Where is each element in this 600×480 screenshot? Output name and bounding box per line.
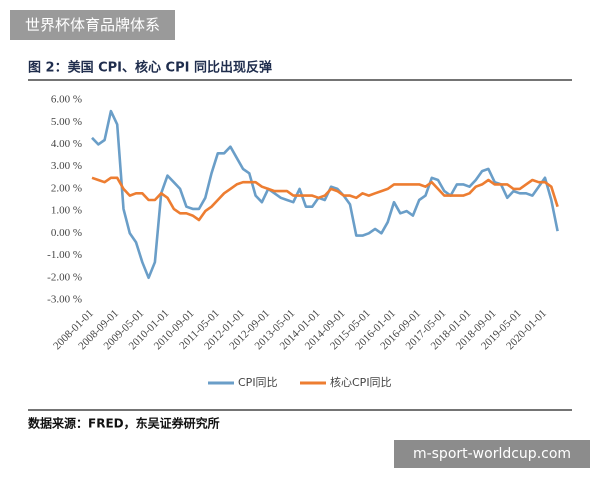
y-tick-label: 2.00 % [51,182,82,194]
source: 数据来源：FRED，东吴证券研究所 [28,416,220,431]
y-tick-label: -3.00 % [47,294,82,306]
y-tick-label: -1.00 % [47,249,82,261]
chart-title: 图 2：美国 CPI、核心 CPI 同比出现反弹 [28,60,272,76]
legend-label: CPI同比 [238,376,278,389]
y-tick-label: 1.00 % [51,205,82,217]
y-tick-label: -2.00 % [47,271,82,283]
y-tick-label: 6.00 % [51,94,82,106]
watermark: m-sport-worldcup.com [394,440,590,468]
series-line [91,176,559,222]
y-tick-label: 5.00 % [51,116,82,128]
series-line [91,109,559,280]
banner: 世界杯体育品牌体系 [10,10,175,40]
y-tick-label: 0.00 % [51,227,82,239]
y-tick-label: 4.00 % [51,138,82,150]
y-tick-label: 3.00 % [51,160,82,172]
legend-label: 核心CPI同比 [330,375,392,389]
